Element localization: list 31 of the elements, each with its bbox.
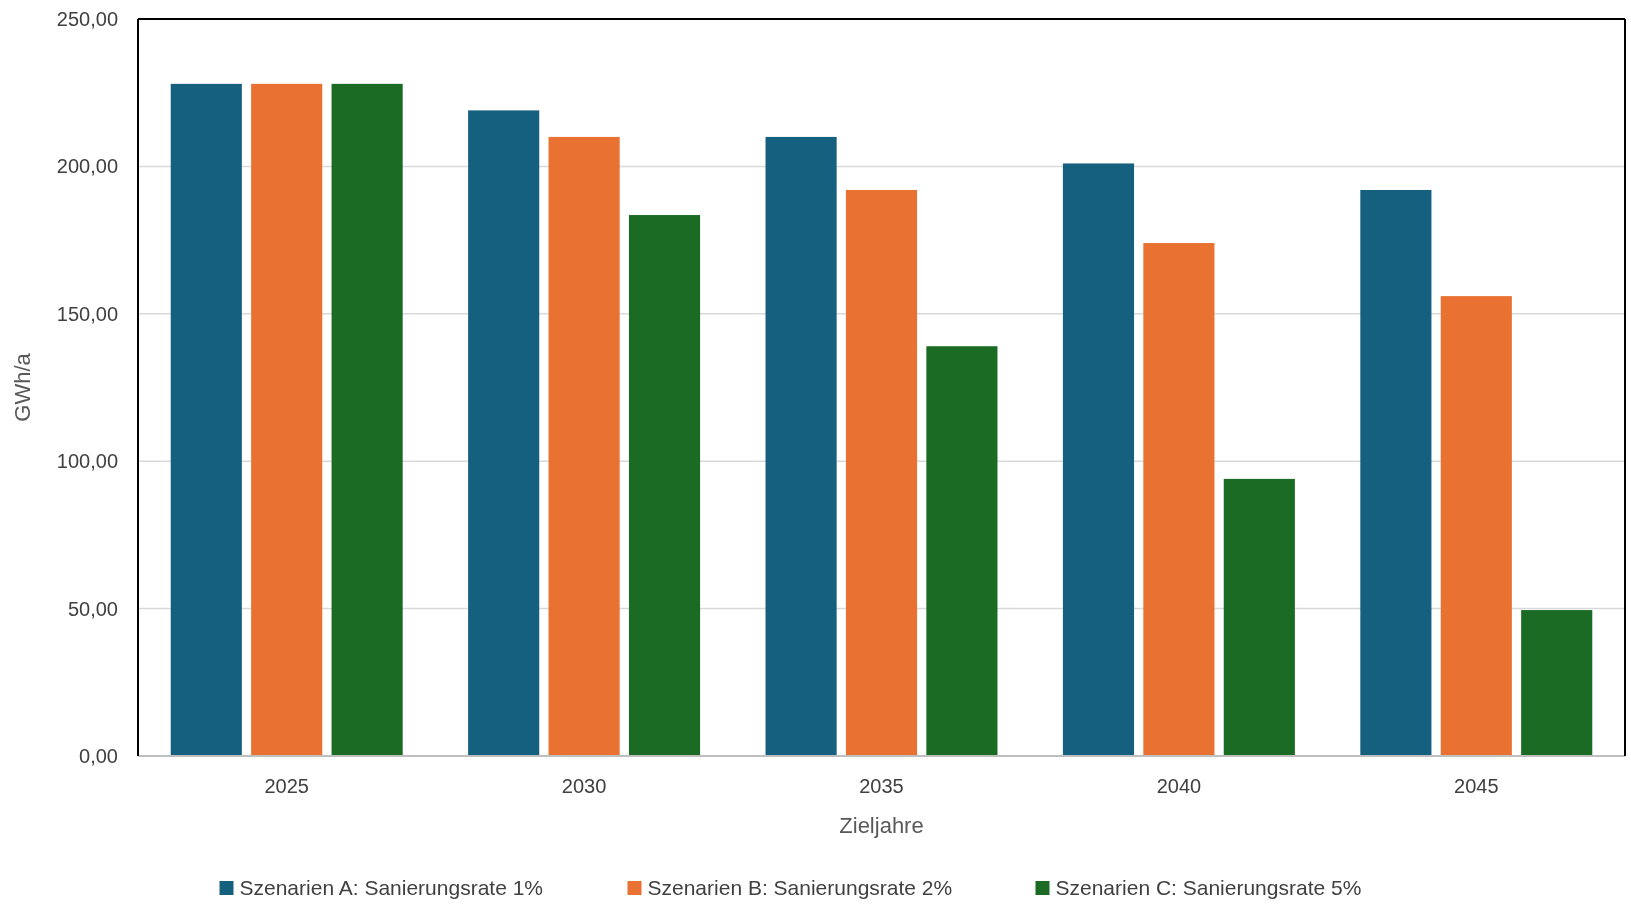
y-tick-label: 50,00 <box>67 597 118 620</box>
x-axis-title: Zieljahre <box>839 813 924 838</box>
legend-label: Szenarien A: Sanierungsrate 1% <box>239 876 544 899</box>
bar <box>765 136 837 756</box>
bar <box>1360 189 1432 756</box>
bar <box>331 83 403 756</box>
bar <box>628 215 701 756</box>
x-tick-label: 2025 <box>264 775 309 797</box>
y-axis-title: GWh/a <box>10 352 35 422</box>
y-tick-label: 100,00 <box>56 450 118 473</box>
y-tick-label: 250,00 <box>56 8 118 30</box>
x-tick-label: 2035 <box>859 775 904 797</box>
bar <box>170 83 242 756</box>
legend-label: Szenarien C: Sanierungsrate 5% <box>1055 876 1362 899</box>
bar <box>845 189 918 756</box>
x-tick-label: 2045 <box>1454 775 1499 797</box>
y-tick-label: 150,00 <box>56 302 118 325</box>
bar <box>1440 296 1512 756</box>
y-tick-label: 0,00 <box>79 745 118 767</box>
x-tick-label: 2030 <box>561 775 607 797</box>
y-tick-label: 200,00 <box>56 155 118 178</box>
bar <box>468 110 540 756</box>
bar <box>548 136 620 756</box>
bar <box>926 346 998 756</box>
bar <box>1143 243 1215 756</box>
legend-label: Szenarien B: Sanierungsrate 2% <box>647 876 953 899</box>
bar <box>1223 478 1295 756</box>
bar <box>1062 163 1135 756</box>
bar <box>1521 610 1593 756</box>
bar <box>251 83 323 756</box>
x-tick-label: 2040 <box>1156 775 1202 797</box>
